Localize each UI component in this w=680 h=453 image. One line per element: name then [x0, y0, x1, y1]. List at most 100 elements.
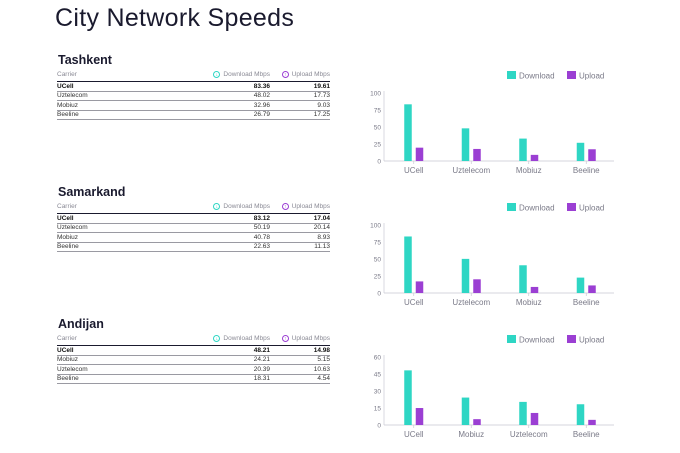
- chart-svg: Download Upload 0 15 30 45 60 UCell Mobiuz Uztele…: [374, 335, 614, 439]
- upload-icon: ↑: [281, 334, 289, 342]
- bar-download-ucell: [404, 104, 412, 161]
- bar-download-beeline: [576, 277, 585, 293]
- y-tick-label: 0: [377, 423, 381, 430]
- chart-svg: Download Upload 0 25 50 75 100 UCell Uztelecom Mo…: [370, 71, 614, 175]
- upload-cell: 19.61: [313, 82, 330, 90]
- upload-cell: 4.54: [317, 375, 330, 383]
- carrier-cell: Mobiuz: [57, 356, 78, 364]
- table-row: Beeline 26.79 17.25: [57, 109, 330, 120]
- legend-swatch-upload: [567, 71, 576, 79]
- bar-download-uztelecom: [461, 128, 470, 161]
- y-tick-label: 15: [374, 406, 382, 413]
- carrier-cell: Uztelecom: [57, 92, 88, 100]
- page-title: City Network Speeds: [55, 4, 295, 32]
- carrier-header: Carrier: [57, 70, 77, 78]
- legend-swatch-download: [507, 71, 516, 79]
- x-tick-label: Beeline: [573, 166, 600, 175]
- table-row: Mobiuz 32.96 9.03: [57, 100, 330, 110]
- upload-cell: 11.13: [314, 243, 330, 251]
- carrier-cell: UCell: [57, 346, 74, 354]
- chart-svg: Download Upload 0 25 50 75 100 UCell Uztelecom Mo…: [370, 203, 614, 307]
- x-tick-label: UCell: [404, 166, 424, 175]
- upload-header: Upload Mbps: [291, 334, 330, 342]
- download-cell: 48.21: [253, 346, 270, 354]
- carrier-cell: Beeline: [57, 375, 79, 383]
- download-cell: 50.19: [253, 224, 270, 232]
- x-tick-label: UCell: [404, 430, 424, 439]
- table-row: Mobiuz 24.21 5.15: [57, 354, 330, 365]
- x-tick-label: Beeline: [573, 298, 600, 307]
- upload-cell: 5.15: [317, 356, 330, 364]
- bar-upload-mobiuz: [530, 154, 539, 161]
- download-cell: 26.79: [253, 111, 270, 119]
- download-cell: 48.02: [253, 92, 270, 100]
- bar-download-ucell: [404, 370, 412, 425]
- table-header: Carrier ↓ Download Mbps ↑ Upload Mbps: [57, 331, 330, 345]
- download-cell: 22.63: [253, 243, 270, 251]
- table-row: Beeline 18.31 4.54: [57, 373, 330, 384]
- carrier-cell: Uztelecom: [57, 365, 88, 373]
- legend-swatch-download: [507, 203, 516, 211]
- y-tick-label: 75: [374, 108, 382, 115]
- table-row: Uztelecom 20.39 10.63: [57, 364, 330, 374]
- legend-label-upload: Upload: [579, 336, 604, 345]
- legend-label-download: Download: [519, 204, 555, 213]
- upload-header: Upload Mbps: [291, 70, 330, 78]
- upload-cell: 10.63: [313, 365, 330, 373]
- y-tick-label: 0: [377, 159, 381, 166]
- legend-swatch-download: [507, 335, 516, 343]
- bar-chart-samarkand: Download Upload 0 25 50 75 100 UCell Uztelecom Mo…: [352, 185, 622, 315]
- bar-upload-beeline: [588, 285, 596, 293]
- upload-icon: ↑: [281, 202, 289, 210]
- x-tick-label: Uztelecom: [452, 166, 490, 175]
- bar-upload-uztelecom: [473, 148, 481, 161]
- legend-swatch-upload: [567, 335, 576, 343]
- bar-upload-ucell: [415, 408, 424, 425]
- y-tick-label: 75: [374, 240, 382, 247]
- carrier-cell: Uztelecom: [57, 224, 88, 232]
- bar-download-mobiuz: [519, 138, 527, 161]
- y-tick-label: 25: [374, 274, 382, 281]
- legend-label-download: Download: [519, 72, 555, 81]
- download-cell: 83.12: [253, 214, 270, 222]
- upload-icon: ↑: [281, 70, 289, 78]
- bar-upload-beeline: [588, 149, 596, 161]
- speed-table: Carrier ↓ Download Mbps ↑ Upload Mbps UCel…: [57, 199, 330, 252]
- carrier-cell: Beeline: [57, 243, 79, 251]
- upload-cell: 9.03: [317, 101, 330, 109]
- bar-upload-mobiuz: [530, 286, 539, 293]
- y-tick-label: 50: [374, 125, 382, 132]
- bar-download-ucell: [404, 236, 412, 293]
- download-cell: 40.78: [253, 233, 270, 241]
- upload-cell: 17.73: [313, 92, 330, 100]
- speed-table: Carrier ↓ Download Mbps ↑ Upload Mbps UCel…: [57, 331, 330, 384]
- bar-download-uztelecom: [461, 258, 470, 293]
- carrier-cell: Beeline: [57, 111, 79, 119]
- upload-cell: 20.14: [313, 224, 330, 232]
- bar-download-beeline: [576, 142, 585, 161]
- download-icon: ↓: [213, 70, 221, 78]
- x-tick-label: Mobiuz: [516, 166, 542, 175]
- carrier-header: Carrier: [57, 202, 77, 210]
- download-icon: ↓: [213, 334, 221, 342]
- bar-download-beeline: [576, 404, 585, 425]
- bar-upload-uztelecom: [473, 279, 481, 293]
- legend-label-upload: Upload: [579, 72, 604, 81]
- x-tick-label: Beeline: [573, 430, 600, 439]
- legend-label-upload: Upload: [579, 204, 604, 213]
- download-cell: 83.36: [253, 82, 270, 90]
- upload-cell: 17.25: [313, 111, 330, 119]
- bar-upload-mobiuz: [473, 419, 481, 425]
- bar-chart-tashkent: Download Upload 0 25 50 75 100 UCell Uztelecom Mo…: [352, 53, 622, 183]
- download-header: Download Mbps: [223, 334, 270, 342]
- y-tick-label: 30: [374, 389, 382, 396]
- city-section-tashkent: Tashkent Carrier ↓ Download Mbps ↑ Upload …: [0, 53, 680, 183]
- y-tick-label: 45: [374, 372, 382, 379]
- table-row: Beeline 22.63 11.13: [57, 241, 330, 252]
- table-header: Carrier ↓ Download Mbps ↑ Upload Mbps: [57, 67, 330, 81]
- speed-table: Carrier ↓ Download Mbps ↑ Upload Mbps UCel…: [57, 67, 330, 120]
- x-tick-label: Mobiuz: [458, 430, 484, 439]
- y-tick-label: 50: [374, 257, 382, 264]
- bar-upload-ucell: [415, 147, 424, 161]
- carrier-cell: UCell: [57, 214, 74, 222]
